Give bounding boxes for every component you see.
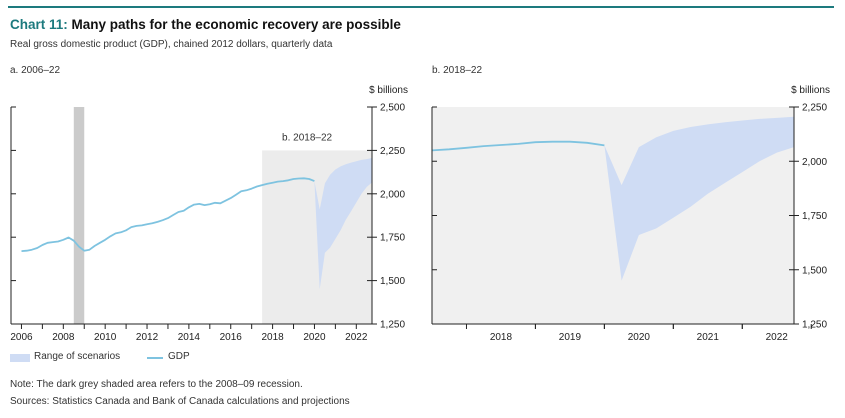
panel-b-chart: 1,250 1,500 1,750 2,000 2,250 $ billions 2018 2… (431, 85, 830, 343)
y-tick-label: 1,750 (380, 233, 405, 244)
y-tick-label: 1,500 (802, 265, 827, 276)
x-tick-label: 2010 (94, 332, 117, 343)
y-tick-label: 1,250 (380, 320, 405, 331)
x-tick-label: 2008 (52, 332, 75, 343)
x-tick-label: 2019 (559, 332, 582, 343)
range-of-scenarios-area (604, 116, 794, 281)
legend-gdp-swatch (147, 357, 163, 359)
footer-sources: Sources: Statistics Canada and Bank of C… (10, 396, 350, 407)
x-tick-label: 2020 (303, 332, 326, 343)
panel-a-chart: b. 2018–22 1,250 1,500 1,750 2,000 2,250 2,500… (10, 85, 408, 343)
range-of-scenarios-area (314, 157, 372, 290)
legend-range-swatch (10, 354, 30, 362)
y-tick-label: 2,500 (380, 103, 405, 114)
panel-b-label: b. 2018–22 (432, 65, 483, 76)
chart-subtitle: Real gross domestic product (GDP), chain… (10, 39, 333, 50)
y-tick-label: 2,000 (802, 157, 827, 168)
chart-title: Chart 11: Many paths for the economic re… (10, 17, 401, 32)
x-tick-label: 2014 (178, 332, 201, 343)
y-tick-label: 2,250 (380, 146, 405, 157)
recession-band (73, 107, 85, 324)
gdp-line (21, 177, 315, 252)
y-tick-label: 1,250 (802, 320, 827, 331)
legend-gdp-label: GDP (168, 351, 190, 362)
gdp-line (431, 140, 605, 152)
x-tick-label: 2018 (490, 332, 513, 343)
y-tick-label: 2,000 (380, 189, 405, 200)
x-tick-label: 2006 (10, 332, 33, 343)
x-tick-label: 2012 (136, 332, 159, 343)
y-tick-label: 1,750 (802, 211, 827, 222)
header-rule (8, 6, 834, 8)
legend-range-label: Range of scenarios (34, 351, 121, 362)
panel-a-label: a. 2006–22 (10, 65, 61, 76)
y-unit-label: $ billions (791, 85, 830, 96)
x-tick-label: 2022 (345, 332, 368, 343)
inset-label: b. 2018–22 (282, 132, 332, 143)
y-unit-label: $ billions (369, 85, 408, 96)
footer-note: Note: The dark grey shaded area refers t… (10, 379, 303, 390)
chart-number: Chart 11: (10, 17, 68, 32)
x-tick-label: 2022 (766, 332, 789, 343)
x-tick-label: 2021 (697, 332, 720, 343)
y-tick-label: 1,500 (380, 276, 405, 287)
x-tick-label: 2020 (628, 332, 651, 343)
chart-title-text: Many paths for the economic recovery are… (71, 17, 401, 32)
x-tick-label: 2018 (261, 332, 284, 343)
y-tick-label: 2,250 (802, 103, 827, 114)
x-tick-label: 2016 (220, 332, 243, 343)
